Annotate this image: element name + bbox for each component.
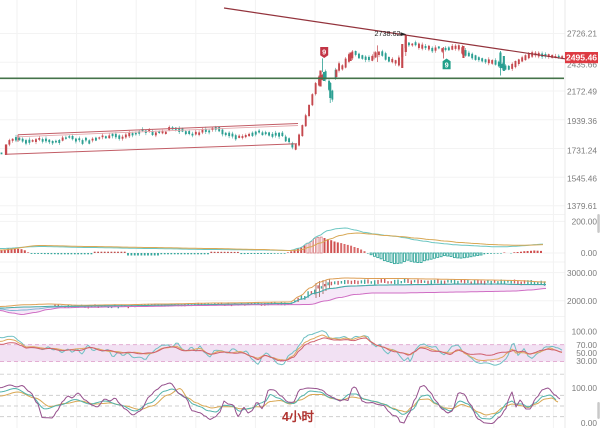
svg-text:2172.49: 2172.49 xyxy=(567,87,597,97)
svg-text:100.00: 100.00 xyxy=(572,327,598,337)
svg-text:2738.62: 2738.62 xyxy=(375,29,401,38)
svg-text:1939.36: 1939.36 xyxy=(567,116,597,126)
svg-text:3000.00: 3000.00 xyxy=(567,268,597,278)
svg-text:2000.00: 2000.00 xyxy=(567,296,597,306)
svg-text:2726.21: 2726.21 xyxy=(567,29,597,39)
svg-text:0.00: 0.00 xyxy=(581,418,598,428)
svg-text:2495.46: 2495.46 xyxy=(566,53,597,63)
svg-text:1545.46: 1545.46 xyxy=(567,174,597,184)
svg-text:9: 9 xyxy=(322,47,326,56)
svg-text:1379.61: 1379.61 xyxy=(567,201,597,211)
svg-text:9: 9 xyxy=(445,61,449,70)
svg-text:0.00: 0.00 xyxy=(581,248,598,258)
svg-text:100.00: 100.00 xyxy=(572,383,598,393)
svg-text:30.00: 30.00 xyxy=(576,356,597,366)
svg-text:200.00: 200.00 xyxy=(572,217,598,227)
svg-text:4小时: 4小时 xyxy=(282,409,314,424)
svg-text:1731.24: 1731.24 xyxy=(567,146,597,156)
